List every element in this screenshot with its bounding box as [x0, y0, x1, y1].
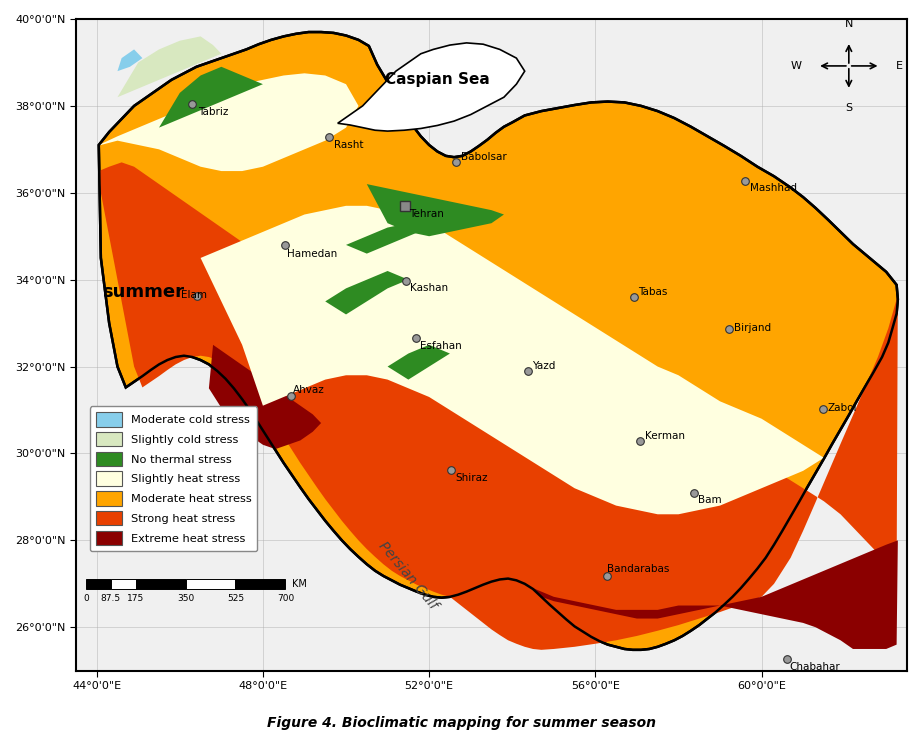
- Text: Babolsar: Babolsar: [461, 152, 507, 162]
- Polygon shape: [533, 540, 898, 649]
- Text: Tehran: Tehran: [409, 208, 444, 219]
- Text: 175: 175: [127, 595, 145, 603]
- Text: Birjand: Birjand: [734, 323, 772, 333]
- Text: Kashan: Kashan: [410, 283, 448, 294]
- Text: E: E: [896, 61, 904, 71]
- Text: 350: 350: [177, 595, 195, 603]
- Text: summer: summer: [102, 283, 184, 301]
- Text: Persian Gulf: Persian Gulf: [376, 539, 441, 611]
- Polygon shape: [117, 37, 221, 97]
- Text: W: W: [790, 61, 801, 71]
- Text: Bandarabas: Bandarabas: [607, 564, 669, 575]
- Text: 525: 525: [227, 595, 244, 603]
- Bar: [185, 579, 235, 589]
- Text: S: S: [845, 103, 852, 113]
- Polygon shape: [117, 49, 142, 71]
- Polygon shape: [201, 206, 824, 515]
- Text: Caspian Sea: Caspian Sea: [385, 73, 490, 87]
- Text: Tabriz: Tabriz: [198, 106, 229, 117]
- Bar: [136, 579, 185, 589]
- Text: KM: KM: [292, 579, 307, 589]
- Bar: [235, 579, 285, 589]
- Text: 87.5: 87.5: [100, 595, 121, 603]
- Bar: [86, 579, 111, 589]
- Polygon shape: [367, 184, 504, 236]
- Polygon shape: [99, 162, 898, 650]
- Polygon shape: [99, 32, 898, 650]
- Polygon shape: [346, 223, 429, 254]
- Text: Mashhad: Mashhad: [750, 184, 797, 194]
- Text: 700: 700: [277, 595, 294, 603]
- Text: Hamedan: Hamedan: [287, 249, 337, 258]
- Text: Figure 4. Bioclimatic mapping for summer season: Figure 4. Bioclimatic mapping for summer…: [266, 716, 656, 730]
- Text: 0: 0: [83, 595, 89, 603]
- Text: Kerman: Kerman: [645, 431, 685, 441]
- Polygon shape: [159, 67, 263, 128]
- Text: Bam: Bam: [698, 495, 722, 506]
- Text: N: N: [845, 19, 853, 29]
- Text: Yazd: Yazd: [532, 360, 555, 371]
- Polygon shape: [337, 43, 525, 131]
- Legend: Moderate cold stress, Slightly cold stress, No thermal stress, Slightly heat str: Moderate cold stress, Slightly cold stre…: [90, 407, 257, 551]
- Text: Rasht: Rasht: [334, 140, 363, 150]
- Polygon shape: [387, 345, 450, 379]
- Polygon shape: [99, 73, 359, 171]
- Text: Tabas: Tabas: [639, 287, 668, 297]
- Text: Ahvaz: Ahvaz: [293, 385, 325, 395]
- Polygon shape: [209, 345, 321, 449]
- Text: Chabahar: Chabahar: [789, 662, 840, 672]
- Bar: [111, 579, 136, 589]
- Text: Zabol: Zabol: [828, 403, 857, 413]
- Text: Esfahan: Esfahan: [420, 341, 462, 351]
- Text: Elam: Elam: [182, 291, 207, 300]
- Polygon shape: [325, 271, 408, 314]
- Text: Shiraz: Shiraz: [455, 473, 488, 483]
